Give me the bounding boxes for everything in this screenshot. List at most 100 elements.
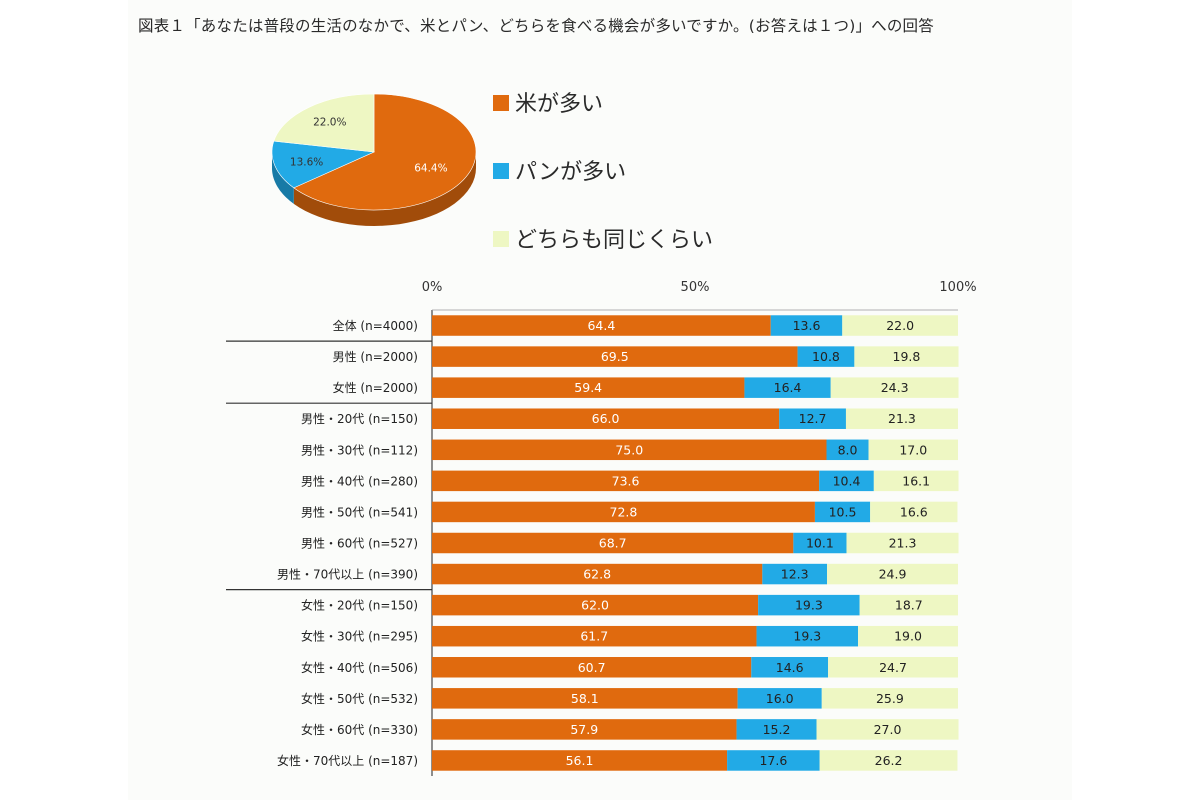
data-label: 17.6 [759,753,787,768]
pie-slice-rice-label: 64.4% [414,163,447,175]
bar-segment-rice [432,501,815,523]
pie-slice-same-label: 22.0% [313,117,346,129]
bar-segment-same [873,470,959,492]
x-tick-label: 50% [681,280,710,295]
legend-swatch-bread [493,163,509,179]
data-label: 21.3 [888,411,916,426]
bar-segment-rice [432,532,794,554]
pie-slice-bread [271,140,376,189]
data-label: 25.9 [876,691,904,706]
bar-segment-same [846,532,959,554]
category-label: 男性・40代 (n=280) [301,474,418,488]
bar-segment-bread [814,501,871,523]
bar-segment-bread [737,688,822,709]
data-label: 62.0 [581,598,609,613]
data-label: 64.4 [587,318,615,333]
category-label: 女性・70代以上 (n=187) [277,753,418,768]
bar-segment-same [845,408,958,429]
x-tick-label: 0% [422,280,443,295]
legend-swatch-same [493,231,509,247]
data-label: 19.3 [793,629,821,644]
bar-segment-rice [432,346,798,367]
pie-slice-bread-label: 13.6% [290,156,323,168]
data-label: 59.4 [574,380,602,395]
bar-segment-rice [432,750,728,771]
data-label: 68.7 [599,536,627,551]
legend-item-bread: パンが多い [493,154,626,186]
data-label: 17.0 [899,442,927,457]
data-label: 12.7 [799,411,827,426]
data-label: 27.0 [874,722,902,737]
data-label: 10.1 [806,536,834,551]
data-label: 69.5 [601,349,629,364]
bar-segment-rice [432,470,820,492]
bar-segment-rice [432,657,752,678]
legend-swatch-rice [493,95,509,111]
data-label: 73.6 [612,473,640,488]
data-label: 15.2 [763,722,791,737]
bar-segment-same [842,315,958,336]
bar-segment-bread [779,408,846,429]
data-label: 12.3 [781,567,809,582]
category-label: 女性・60代 (n=330) [301,722,418,737]
pie-slice-bread-side [272,152,294,204]
bar-segment-bread [758,594,860,616]
category-label: 女性 (n=2000) [333,380,418,395]
data-label: 24.7 [879,660,907,675]
bar-segment-rice [432,408,780,429]
data-label: 26.2 [875,753,903,768]
bar-segment-rice [432,563,763,585]
data-label: 19.8 [893,349,921,364]
category-label: 女性・50代 (n=532) [301,691,418,706]
x-tick-label: 100% [939,280,976,295]
category-label: 全体 (n=4000) [333,318,418,333]
data-label: 19.3 [795,598,823,613]
bar-segment-rice [432,439,827,461]
bar-segment-bread [797,346,855,367]
bar-segment-bread [756,625,859,647]
data-label: 10.5 [829,504,857,519]
category-label: 男性・30代 (n=112) [301,443,418,457]
data-label: 24.9 [879,567,907,582]
data-label: 18.7 [895,598,923,613]
category-label: 女性・20代 (n=150) [301,598,418,613]
legend-item-rice: 米が多い [493,86,603,118]
category-label: 男性・60代 (n=527) [301,537,418,551]
bar-segment-bread [751,657,829,678]
data-label: 58.1 [571,691,599,706]
bar-segment-same [827,563,958,585]
data-label: 56.1 [566,753,594,768]
pie-chart: 64.4% 13.6% 22.0% [271,93,477,226]
figure-title: 図表１「あなたは普段の生活のなかで、米とパン、どちらを食べる機会が多いですか。(… [138,17,934,35]
bar-segment-rice [432,625,757,647]
category-label: 男性 (n=2000) [333,350,418,364]
data-label: 16.6 [900,504,928,519]
data-label: 61.7 [580,629,608,644]
pie-slice-same [273,93,375,153]
bar-segment-bread [826,439,869,461]
data-label: 10.8 [812,349,840,364]
bar-segment-bread [744,377,831,398]
data-label: 16.4 [774,380,802,395]
data-label: 8.0 [838,442,858,457]
bar-segment-rice [432,377,745,398]
bar-segment-same [830,377,959,398]
data-label: 22.0 [886,318,914,333]
bar-segment-bread [793,532,847,554]
bar-segment-bread [770,315,843,336]
bar-segment-same [819,750,958,771]
legend-label-rice: 米が多い [515,92,604,117]
data-label: 16.0 [766,691,794,706]
bar-segment-rice [432,594,759,616]
data-label: 72.8 [610,504,638,519]
bar-segment-rice [432,688,738,709]
bar-segment-bread [819,470,874,492]
category-label: 男性・50代 (n=541) [301,505,418,519]
legend-label-same: どちらも同じくらい [515,228,714,253]
bar-segment-rice [432,315,771,336]
bar-segment-same [858,625,958,647]
category-label: 女性・30代 (n=295) [301,629,418,644]
data-label: 10.4 [833,473,861,488]
bar-segment-same [870,501,958,523]
